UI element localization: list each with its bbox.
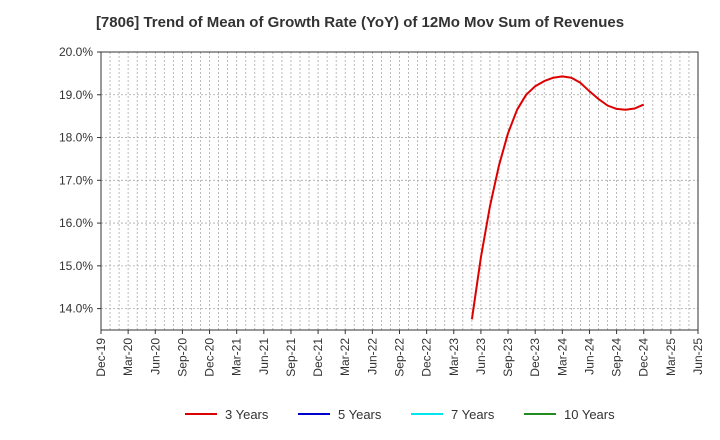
y-tick-label: 19.0% (59, 88, 93, 102)
y-tick-label: 14.0% (59, 302, 93, 316)
axes: 14.0% 15.0% 16.0% 17.0% 18.0% 19.0% 20.0% Dec-1… (59, 45, 705, 377)
x-tick-label: Sep-20 (175, 338, 189, 377)
y-tick-label: 20.0% (59, 45, 93, 59)
x-tick-label: Dec-20 (203, 338, 217, 377)
legend-label-7-years: 7 Years (451, 407, 495, 422)
x-tick-label: Mar-23 (447, 338, 461, 376)
series-line-3-years (470, 75, 645, 320)
x-tick-label: Jun-24 (582, 338, 596, 375)
y-tick-label: 18.0% (59, 131, 93, 145)
x-tick-label: Mar-21 (230, 338, 244, 376)
legend-label-10-years: 10 Years (564, 407, 615, 422)
series-lines (470, 75, 645, 320)
x-tick-label: Jun-22 (365, 338, 379, 375)
x-tick-label: Jun-21 (257, 338, 271, 375)
legend-label-5-years: 5 Years (338, 407, 382, 422)
x-tick-label: Jun-20 (148, 338, 162, 375)
x-tick-label: Sep-24 (610, 338, 624, 377)
x-tick-label: Jun-23 (474, 338, 488, 375)
x-tick-label: Dec-23 (528, 338, 542, 377)
x-tick-label: Sep-22 (393, 338, 407, 377)
y-tick-label: 17.0% (59, 173, 93, 187)
x-tick-label: Dec-22 (420, 338, 434, 377)
chart-title: [7806] Trend of Mean of Growth Rate (YoY… (95, 14, 625, 31)
x-tick-label: Dec-21 (311, 338, 325, 377)
x-tick-label: Sep-23 (501, 338, 515, 377)
y-tick-label: 15.0% (59, 259, 93, 273)
legend-label-3-years: 3 Years (225, 407, 269, 422)
x-tick-label: Mar-25 (664, 338, 678, 376)
x-tick-label: Sep-21 (284, 338, 298, 377)
y-tick-label: 16.0% (59, 216, 93, 230)
x-tick-label: Mar-24 (555, 338, 569, 376)
x-tick-label: Dec-24 (637, 338, 651, 377)
x-tick-label: Dec-19 (94, 338, 108, 377)
plot-frame (100, 51, 699, 331)
x-tick-label: Mar-22 (338, 338, 352, 376)
x-tick-label: Jun-25 (691, 338, 705, 375)
x-tick-label: Mar-20 (121, 338, 135, 376)
legend: 3 Years 5 Years 7 Years 10 Years (185, 407, 615, 422)
